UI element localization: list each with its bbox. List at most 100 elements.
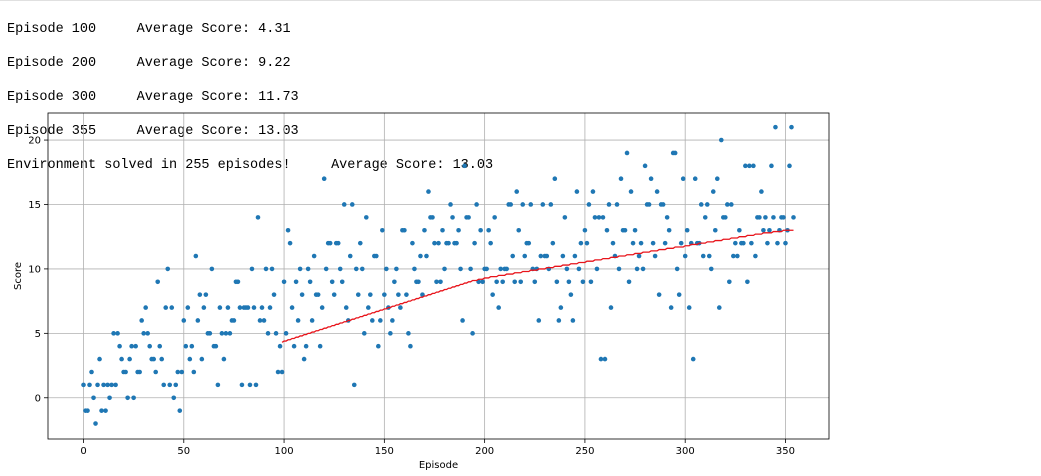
data-point xyxy=(749,240,754,246)
data-point xyxy=(181,318,187,323)
data-point xyxy=(676,292,682,297)
data-point xyxy=(105,382,110,388)
data-point xyxy=(131,395,136,401)
data-point xyxy=(147,343,152,349)
data-point xyxy=(626,279,632,285)
data-point xyxy=(123,369,128,375)
data-point xyxy=(141,331,146,336)
data-point xyxy=(245,305,251,310)
output-line: Environment solved in 255 episodes! Aver… xyxy=(7,158,494,173)
data-point xyxy=(446,240,451,246)
data-point xyxy=(586,202,592,207)
data-point xyxy=(315,292,321,297)
data-point xyxy=(652,253,658,259)
data-point xyxy=(602,356,608,362)
data-point xyxy=(735,253,740,259)
data-point xyxy=(618,176,624,182)
data-point xyxy=(331,292,337,297)
cell-border xyxy=(0,0,1041,1)
data-point xyxy=(466,215,471,220)
data-point xyxy=(718,137,724,143)
data-point xyxy=(616,266,622,272)
data-point xyxy=(355,292,361,297)
data-point xyxy=(642,163,648,169)
data-point xyxy=(382,292,387,297)
data-point xyxy=(380,227,385,233)
data-point xyxy=(317,343,323,349)
data-point xyxy=(175,369,181,375)
data-point xyxy=(169,305,175,310)
data-point xyxy=(767,227,772,233)
data-point xyxy=(368,292,373,297)
output-line: Episode 200 Average Score: 9.22 xyxy=(7,56,291,71)
data-point xyxy=(109,382,114,388)
data-point xyxy=(125,395,130,401)
data-point xyxy=(351,382,357,388)
data-point xyxy=(117,343,122,349)
data-point xyxy=(654,189,660,194)
data-point xyxy=(640,266,646,272)
data-point xyxy=(319,305,325,310)
data-point xyxy=(682,253,688,259)
data-point xyxy=(335,240,341,246)
data-point xyxy=(283,331,289,336)
plot-frame xyxy=(47,112,830,440)
data-point xyxy=(456,227,461,233)
data-point xyxy=(410,240,415,246)
data-point xyxy=(97,356,102,362)
data-point xyxy=(273,331,279,336)
data-point xyxy=(161,382,167,388)
data-point xyxy=(416,279,421,285)
data-point xyxy=(255,215,261,220)
data-point xyxy=(219,331,225,336)
data-point xyxy=(424,253,429,259)
data-point xyxy=(532,279,538,285)
data-point xyxy=(582,227,588,233)
data-point xyxy=(95,382,100,388)
data-point xyxy=(710,189,716,194)
data-point xyxy=(787,163,792,169)
data-point xyxy=(87,382,92,388)
data-point xyxy=(115,331,120,336)
data-point xyxy=(378,318,383,323)
data-point xyxy=(743,163,748,169)
data-point xyxy=(366,305,371,310)
x-tick-label: 0 xyxy=(80,446,86,457)
data-point xyxy=(564,266,570,272)
data-point xyxy=(753,253,758,259)
data-point xyxy=(560,253,566,259)
data-point xyxy=(518,279,524,285)
data-point xyxy=(271,292,277,297)
data-point xyxy=(584,240,590,246)
data-point xyxy=(179,369,185,375)
x-tick-label: 250 xyxy=(575,446,594,457)
data-point xyxy=(706,253,712,259)
data-point xyxy=(145,331,150,336)
data-point xyxy=(191,369,197,375)
data-point xyxy=(628,189,634,194)
data-point xyxy=(460,318,465,323)
data-point xyxy=(664,215,670,220)
data-point xyxy=(199,356,205,362)
data-point xyxy=(155,279,161,285)
data-point xyxy=(129,343,134,349)
cell-output: Episode 100 Average Score: 4.31 Episode … xyxy=(7,4,493,191)
data-point xyxy=(570,318,576,323)
data-point xyxy=(488,240,493,246)
data-point xyxy=(203,292,209,297)
data-point xyxy=(329,279,335,285)
data-point xyxy=(704,202,710,207)
data-point xyxy=(468,266,473,272)
data-point xyxy=(398,305,403,310)
data-point xyxy=(309,318,315,323)
data-point xyxy=(253,382,259,388)
data-point xyxy=(404,292,409,297)
data-point xyxy=(281,279,287,285)
data-point xyxy=(692,176,698,182)
data-point xyxy=(594,266,600,272)
data-point xyxy=(422,227,427,233)
data-point xyxy=(668,305,674,310)
data-point xyxy=(741,240,746,246)
data-point xyxy=(588,279,594,285)
data-point xyxy=(747,163,752,169)
